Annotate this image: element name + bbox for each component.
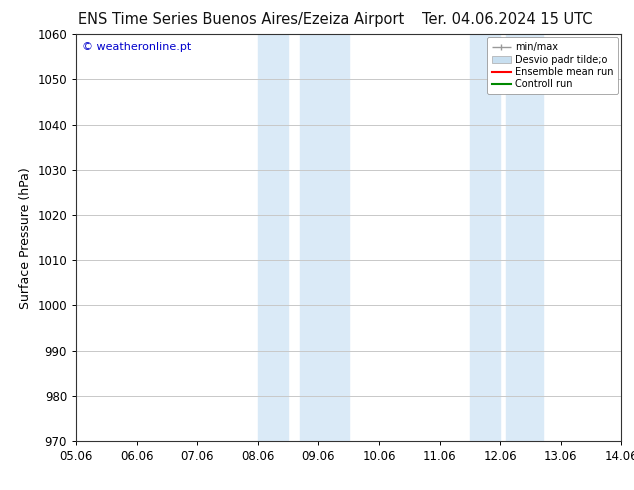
- Legend: min/max, Desvio padr tilde;o, Ensemble mean run, Controll run: min/max, Desvio padr tilde;o, Ensemble m…: [487, 37, 618, 94]
- Y-axis label: Surface Pressure (hPa): Surface Pressure (hPa): [19, 167, 32, 309]
- Bar: [301, 34, 349, 441]
- Bar: [470, 34, 500, 441]
- Text: ENS Time Series Buenos Aires/Ezeiza Airport: ENS Time Series Buenos Aires/Ezeiza Airp…: [78, 12, 404, 27]
- Bar: [258, 34, 288, 441]
- Text: © weatheronline.pt: © weatheronline.pt: [82, 43, 191, 52]
- Bar: [506, 34, 543, 441]
- Text: Ter. 04.06.2024 15 UTC: Ter. 04.06.2024 15 UTC: [422, 12, 592, 27]
